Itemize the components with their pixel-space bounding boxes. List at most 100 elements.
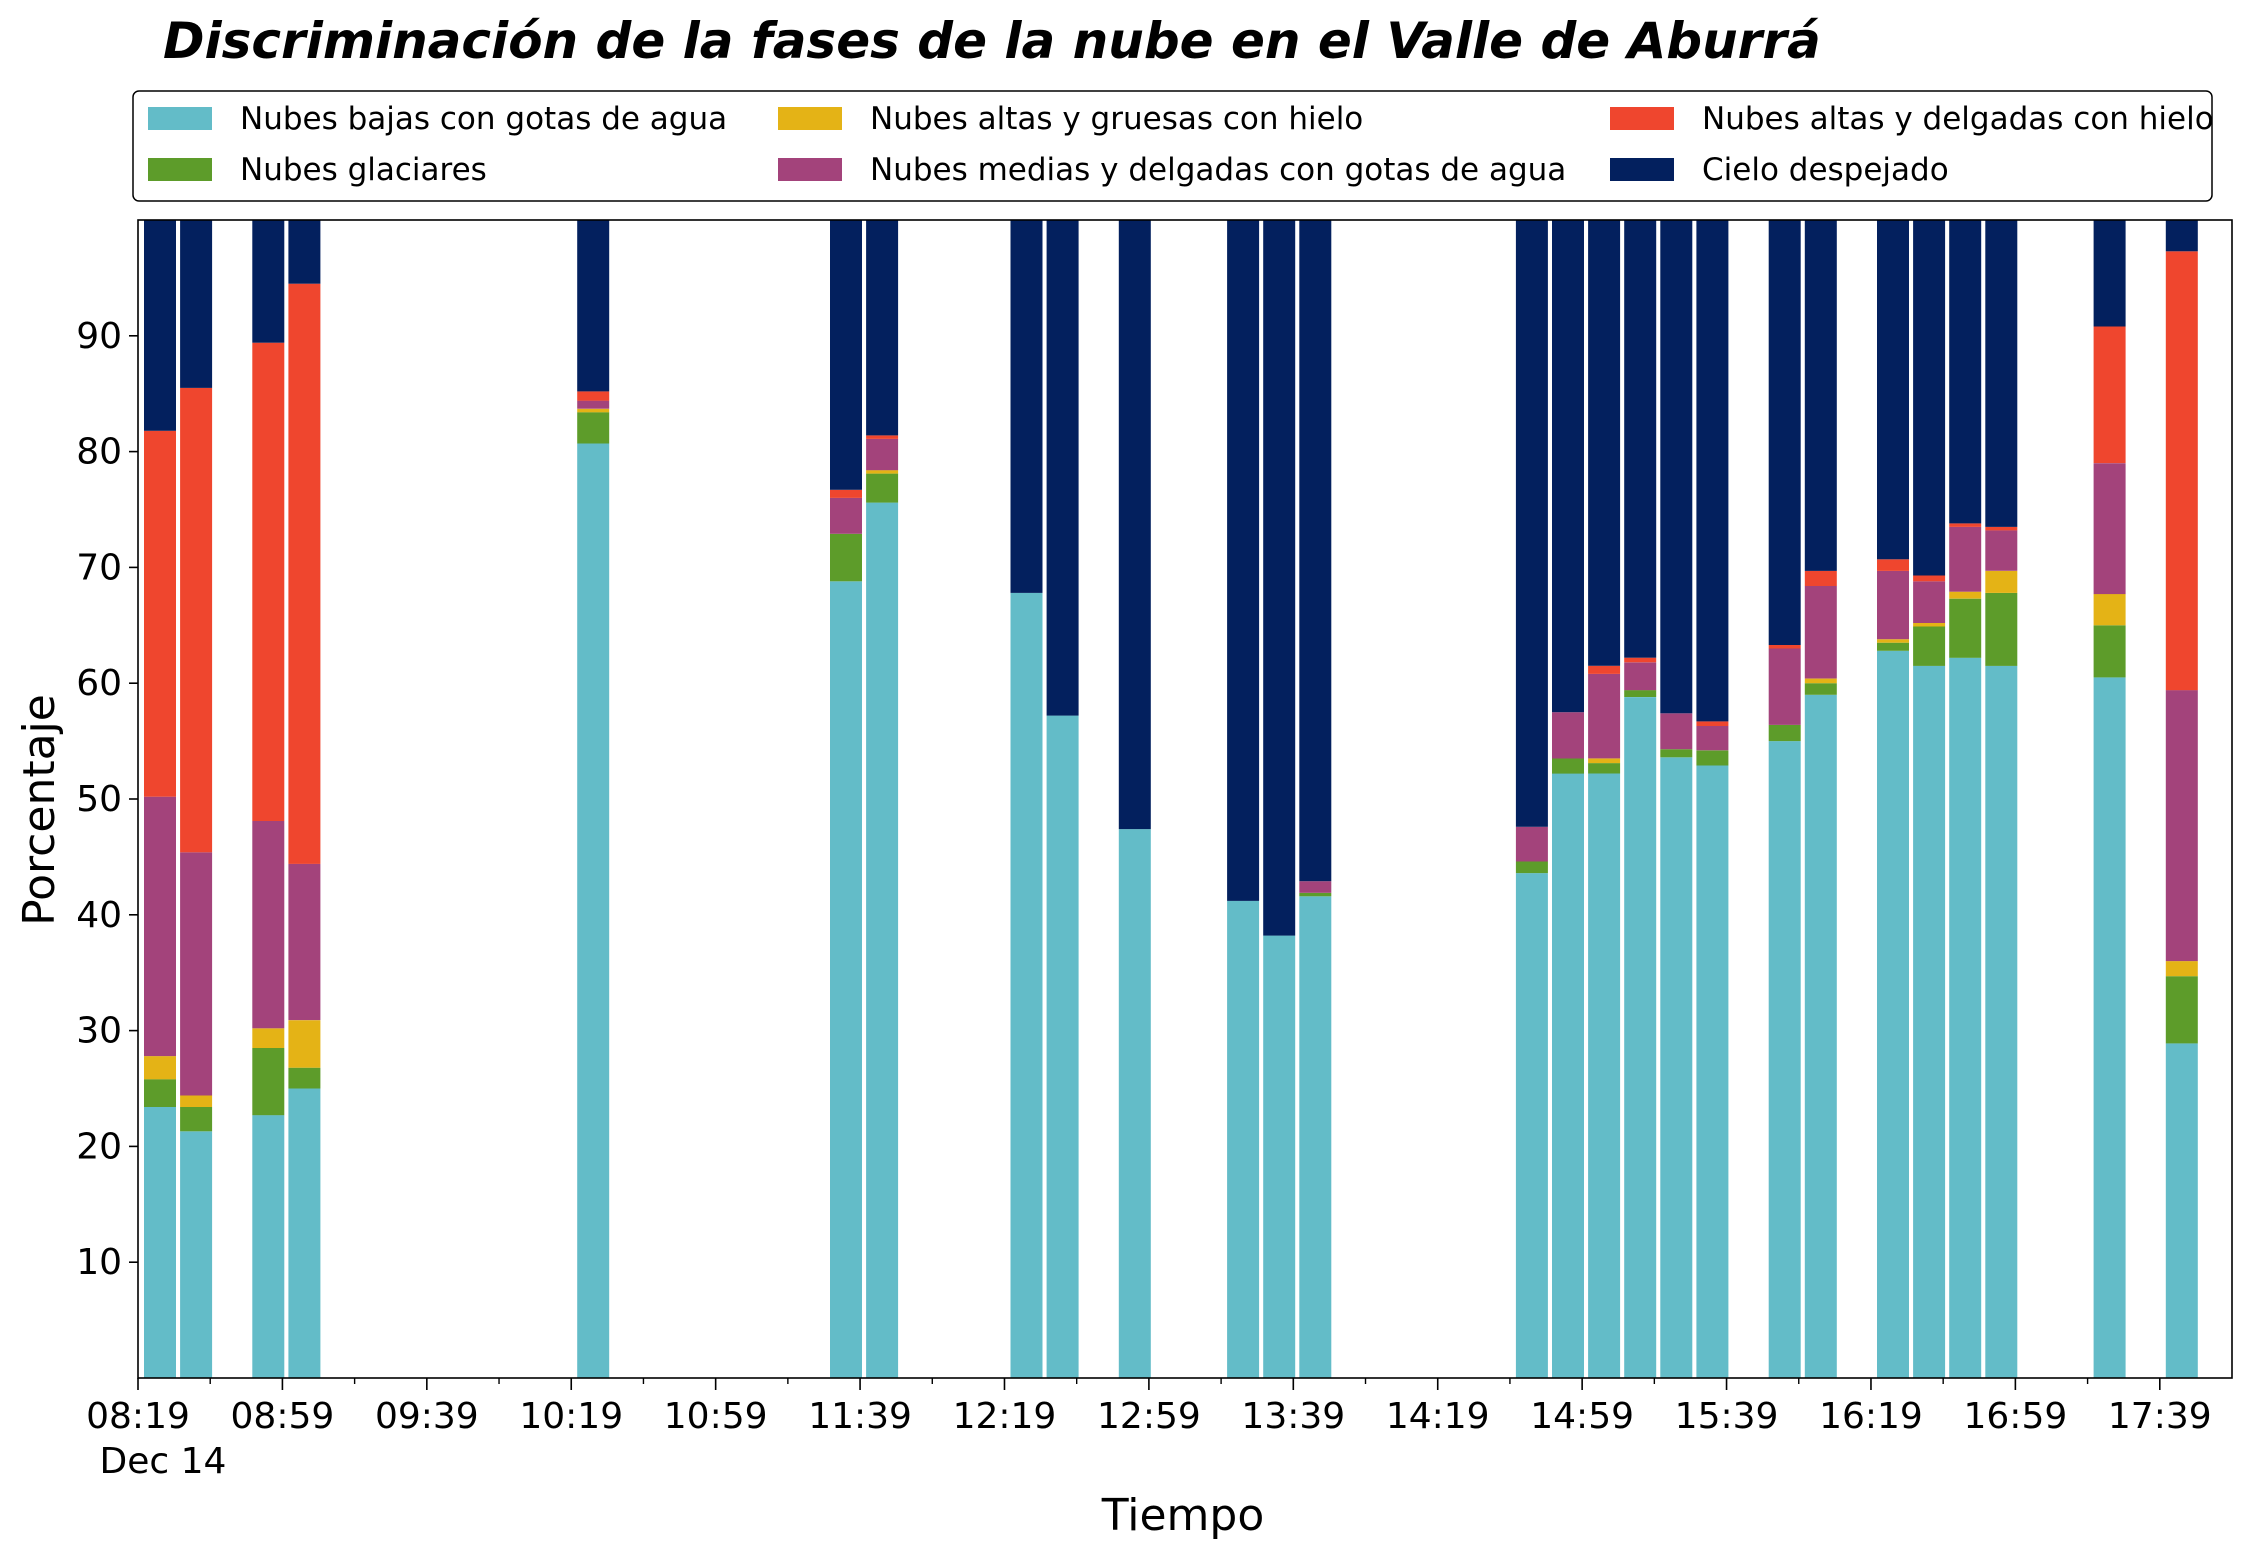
bar-segment-3-4 xyxy=(288,283,321,864)
bar-segment-23-0 xyxy=(1949,657,1982,1378)
bar-segment-6-5 xyxy=(866,220,899,436)
bar-segment-2-5 xyxy=(252,220,285,343)
bar-segment-5-4 xyxy=(830,489,862,498)
x-tick-label-4: 10:59 xyxy=(664,1396,768,1437)
bar-segment-18-4 xyxy=(1696,721,1729,726)
bar-segment-15-0 xyxy=(1588,773,1621,1378)
bar-segment-15-2 xyxy=(1588,758,1621,764)
bar-segment-21-1 xyxy=(1877,642,1909,651)
x-axis-date-label: Dec 14 xyxy=(100,1441,227,1482)
bar-segment-0-4 xyxy=(144,430,176,797)
y-axis: 10 20 30 40 50 60 70 80 90 xyxy=(76,316,138,1283)
bar-segment-3-0 xyxy=(288,1088,321,1378)
y-tick-label-5: 60 xyxy=(76,663,122,704)
bar-segment-25-4 xyxy=(2093,326,2126,464)
bar-segment-22-3 xyxy=(1913,581,1946,623)
bar-segment-12-1 xyxy=(1299,892,1332,897)
legend-swatch-5 xyxy=(1610,158,1674,181)
bar-segment-0-3 xyxy=(144,796,176,1057)
bar-segment-25-1 xyxy=(2093,625,2126,678)
x-tick-label-3: 10:19 xyxy=(519,1396,623,1437)
bar-segment-13-0 xyxy=(1515,873,1548,1378)
bar-segment-6-1 xyxy=(866,473,899,503)
bar-segment-4-3 xyxy=(577,400,610,409)
bar-segment-16-4 xyxy=(1624,657,1657,663)
bar-segment-0-5 xyxy=(144,220,176,431)
bar-segment-23-3 xyxy=(1949,526,1982,592)
bar-segment-14-1 xyxy=(1552,758,1584,774)
bar-segment-8-5 xyxy=(1046,220,1079,716)
bar-segment-7-5 xyxy=(1010,220,1043,593)
bar-segment-21-3 xyxy=(1877,570,1909,640)
bar-segment-23-1 xyxy=(1949,598,1982,658)
bar-segment-6-0 xyxy=(866,502,899,1379)
bar-segment-2-3 xyxy=(252,821,285,1029)
legend-swatch-0 xyxy=(148,107,212,130)
bar-segment-1-5 xyxy=(180,220,213,388)
bar-segment-19-5 xyxy=(1768,220,1801,645)
bar-segment-20-1 xyxy=(1804,683,1837,695)
bar-segment-1-3 xyxy=(180,852,213,1096)
bar-segment-13-5 xyxy=(1515,220,1548,827)
bar-segment-21-0 xyxy=(1877,650,1909,1378)
bar-segment-26-2 xyxy=(2165,961,2198,977)
y-tick-label-7: 80 xyxy=(76,432,122,473)
bar-segment-22-0 xyxy=(1913,665,1946,1378)
bar-segment-18-5 xyxy=(1696,220,1729,722)
bar-segment-2-2 xyxy=(252,1028,285,1048)
bar-segment-23-5 xyxy=(1949,220,1982,524)
bar-segment-17-1 xyxy=(1660,749,1693,758)
x-tick-label-8: 13:39 xyxy=(1241,1396,1345,1437)
x-tick-label-12: 16:19 xyxy=(1819,1396,1923,1437)
bar-segment-26-3 xyxy=(2165,690,2198,962)
bar-segment-10-0 xyxy=(1227,900,1260,1378)
bar-segment-12-0 xyxy=(1299,896,1332,1378)
bar-segment-12-3 xyxy=(1299,881,1332,893)
bar-segment-20-5 xyxy=(1804,220,1837,571)
y-tick-label-0: 10 xyxy=(76,1242,122,1283)
bar-segment-18-0 xyxy=(1696,765,1729,1378)
y-tick-label-2: 30 xyxy=(76,1011,122,1052)
y-tick-label-1: 20 xyxy=(76,1126,122,1167)
bar-segment-0-1 xyxy=(144,1079,176,1107)
bar-segment-19-1 xyxy=(1768,724,1801,742)
x-tick-label-14: 17:39 xyxy=(2108,1396,2212,1437)
bar-segment-4-0 xyxy=(577,443,610,1378)
legend-label-1: Nubes glaciares xyxy=(240,152,487,188)
x-tick-label-7: 12:59 xyxy=(1097,1396,1201,1437)
x-tick-label-6: 12:19 xyxy=(953,1396,1057,1437)
bar-segment-3-5 xyxy=(288,220,321,284)
bar-segment-6-3 xyxy=(866,438,899,471)
plot-area xyxy=(137,219,2233,1379)
bar-segment-21-2 xyxy=(1877,639,1909,643)
bar-segment-24-1 xyxy=(1985,592,2018,666)
bar-segment-4-4 xyxy=(577,391,610,401)
bar-segment-26-1 xyxy=(2165,976,2198,1044)
bar-segment-16-0 xyxy=(1624,697,1657,1378)
bar-segment-25-0 xyxy=(2093,677,2126,1378)
bar-segment-20-4 xyxy=(1804,570,1837,586)
bar-segment-5-5 xyxy=(830,220,862,490)
bar-segment-24-5 xyxy=(1985,220,2018,527)
bar-segment-14-0 xyxy=(1552,773,1584,1378)
bar-segment-26-4 xyxy=(2165,251,2198,691)
bar-segment-4-5 xyxy=(577,220,610,392)
bar-segment-16-3 xyxy=(1624,662,1657,691)
bar-segment-17-3 xyxy=(1660,713,1693,750)
bar-segment-22-2 xyxy=(1913,623,1946,627)
legend-label-5: Cielo despejado xyxy=(1702,152,1949,188)
x-tick-label-1: 08:59 xyxy=(231,1396,335,1437)
bar-segment-20-3 xyxy=(1804,585,1837,679)
bar-segment-26-0 xyxy=(2165,1043,2198,1378)
bar-segment-15-4 xyxy=(1588,665,1621,674)
bar-segment-17-0 xyxy=(1660,757,1693,1378)
bar-segment-11-5 xyxy=(1263,220,1296,936)
bar-segment-13-3 xyxy=(1515,826,1548,862)
bar-segment-26-5 xyxy=(2165,220,2198,252)
x-tick-label-11: 15:39 xyxy=(1675,1396,1779,1437)
x-tick-label-2: 09:39 xyxy=(375,1396,479,1437)
bar-segment-19-4 xyxy=(1768,645,1801,649)
y-tick-label-8: 90 xyxy=(76,316,122,357)
